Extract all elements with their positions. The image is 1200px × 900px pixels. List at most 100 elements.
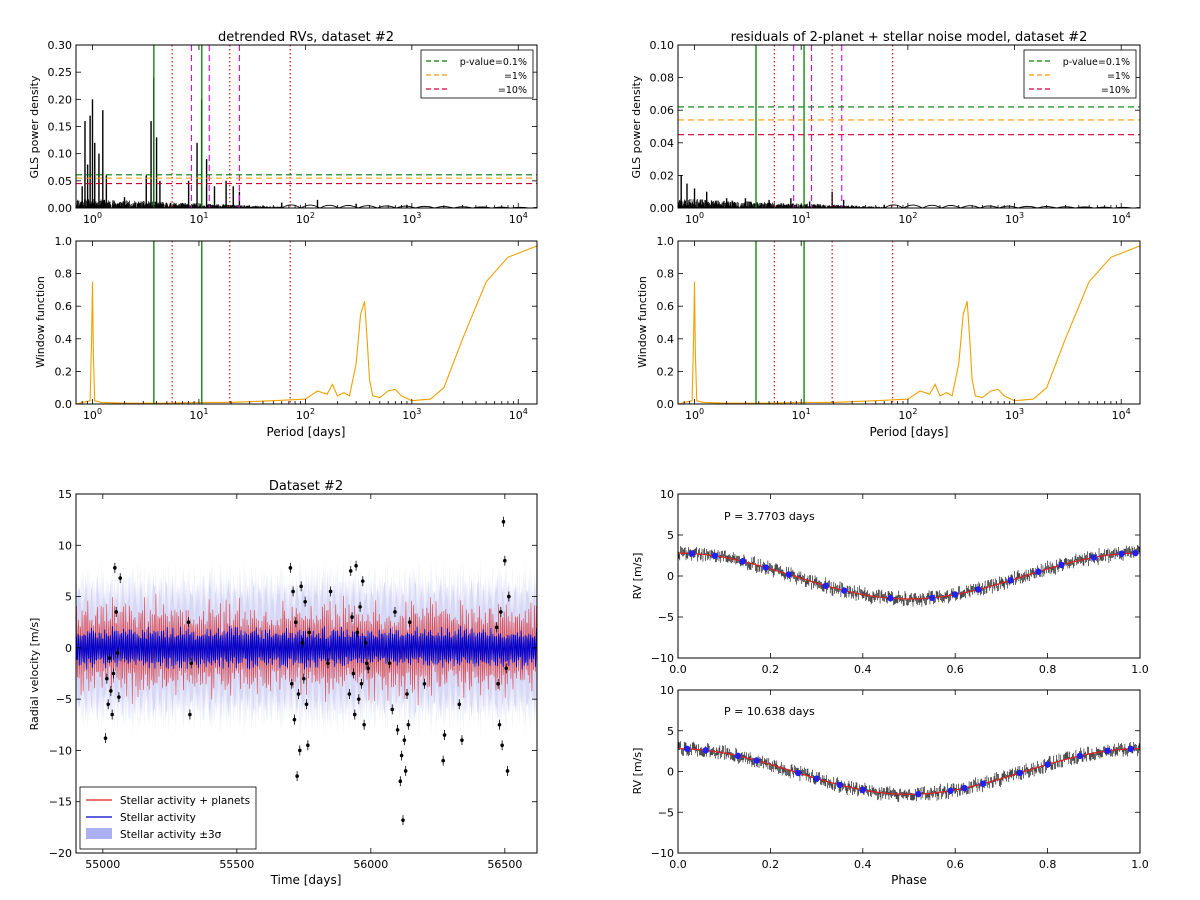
- rv-point: [504, 666, 508, 671]
- xtick-exponent: 2: [310, 211, 315, 220]
- ytick-label: −10: [651, 652, 674, 665]
- rv-point: [363, 640, 368, 645]
- binned-point: [952, 591, 959, 598]
- xtick-label: 104: [509, 407, 528, 422]
- rv-point: [352, 712, 357, 717]
- rv-point: [503, 558, 507, 563]
- xtick-label: 103: [402, 407, 421, 422]
- title-gls-detrended: detrended RVs, dataset #2: [218, 30, 394, 45]
- legend-label: =1%: [1107, 71, 1130, 82]
- binned-point: [975, 586, 982, 593]
- legend-label: p-value=0.1%: [1063, 57, 1130, 68]
- binned-point: [859, 786, 866, 794]
- binned-point: [1118, 550, 1125, 557]
- ytick-label: 0.25: [48, 66, 73, 79]
- xtick-exponent: 4: [1126, 407, 1131, 416]
- rv-point: [326, 661, 330, 666]
- rv-point: [407, 620, 412, 625]
- rv-point: [360, 579, 365, 583]
- legend-label: =10%: [1101, 85, 1130, 96]
- binned-point: [813, 775, 820, 782]
- rv-point: [118, 576, 123, 580]
- xtick-label: 1.0: [1131, 858, 1149, 871]
- ytick-label: −15: [49, 796, 72, 809]
- binned-point: [1127, 745, 1134, 753]
- ylabel-timeseries: Radial velocity [m/s]: [28, 618, 41, 731]
- rv-point: [500, 743, 504, 748]
- xtick-exponent: 4: [523, 211, 528, 220]
- legend-label: Stellar activity ±3σ: [120, 829, 222, 841]
- binned-point: [836, 781, 843, 789]
- rv-point: [299, 584, 303, 589]
- phase-model-line: [678, 748, 1140, 795]
- xlabel-window-left: Period [days]: [267, 425, 346, 439]
- binned-point: [1058, 561, 1065, 569]
- annotation-phase-p1: P = 3.7703 days: [724, 510, 815, 523]
- ytick-label: 0.2: [657, 365, 675, 378]
- rv-point: [460, 738, 464, 742]
- plot-frame: [677, 44, 1141, 209]
- binned-point: [1007, 577, 1014, 584]
- binned-point: [794, 769, 802, 777]
- xtick-label: 0.6: [946, 663, 964, 676]
- ytick-label: 0.10: [650, 39, 675, 52]
- binned-point: [739, 558, 746, 565]
- rv-point: [405, 692, 409, 696]
- xtick-label: 0.2: [762, 858, 780, 871]
- rv-point: [499, 610, 503, 614]
- rv-point: [497, 722, 502, 727]
- rv-point: [296, 692, 301, 696]
- title-timeseries: Dataset #2: [269, 479, 343, 494]
- ytick-label: 0.0: [657, 398, 675, 411]
- stellar-activity-line: [75, 625, 538, 670]
- ytick-label: −20: [49, 847, 72, 860]
- ytick-label: 0: [65, 642, 72, 655]
- plot-frame: [75, 493, 538, 854]
- ytick-label: 10: [58, 539, 72, 552]
- xtick-exponent: 2: [912, 407, 917, 416]
- ylabel-gls-detrended: GLS power density: [28, 75, 41, 178]
- binned-point: [961, 784, 968, 792]
- rv-point: [401, 818, 405, 822]
- binned-point: [1104, 747, 1111, 755]
- ytick-label: 0.30: [48, 39, 73, 52]
- ytick-label: 5: [667, 725, 674, 738]
- ytick-label: 0.6: [55, 300, 73, 313]
- binned-point: [841, 587, 848, 594]
- rv-point: [358, 605, 362, 609]
- rv-point: [115, 651, 120, 655]
- rv-point: [366, 666, 370, 671]
- rv-point: [300, 640, 305, 645]
- rv-point: [347, 692, 352, 696]
- ytick-label: 5: [667, 529, 674, 542]
- ytick-label: 1.0: [657, 235, 675, 248]
- legend-label: =1%: [504, 71, 527, 82]
- rv-point: [111, 671, 116, 676]
- ytick-label: 0: [667, 766, 674, 779]
- xtick-exponent: 0: [97, 211, 102, 220]
- binned-point: [734, 752, 742, 760]
- rv-point: [295, 774, 299, 778]
- xtick-exponent: 2: [310, 407, 315, 416]
- xtick-exponent: 3: [416, 407, 421, 416]
- rv-point: [402, 738, 407, 742]
- rv-point: [442, 733, 447, 737]
- xtick-label: 0.6: [946, 858, 964, 871]
- rv-point: [351, 671, 356, 676]
- xtick-label: 102: [296, 407, 315, 422]
- rv-point: [328, 589, 333, 594]
- rv-point: [501, 519, 506, 524]
- xtick-exponent: 0: [699, 211, 704, 220]
- ytick-label: 0.4: [657, 333, 675, 346]
- annotation-phase-p2: P = 10.638 days: [724, 705, 815, 718]
- binned-point: [711, 552, 719, 560]
- ylabel-gls-residuals: GLS power density: [630, 75, 643, 178]
- rv-point: [291, 589, 295, 594]
- panel-window-left: Period [days] Window function 0.0 0.2 0.4 0…: [34, 235, 538, 439]
- xtick-label: 102: [296, 211, 315, 226]
- ytick-label: 0.2: [55, 365, 73, 378]
- xtick-label: 102: [898, 407, 917, 422]
- xtick-label: 0.8: [1039, 858, 1057, 871]
- ylabel-phase-p1: RV [m/s]: [631, 553, 644, 600]
